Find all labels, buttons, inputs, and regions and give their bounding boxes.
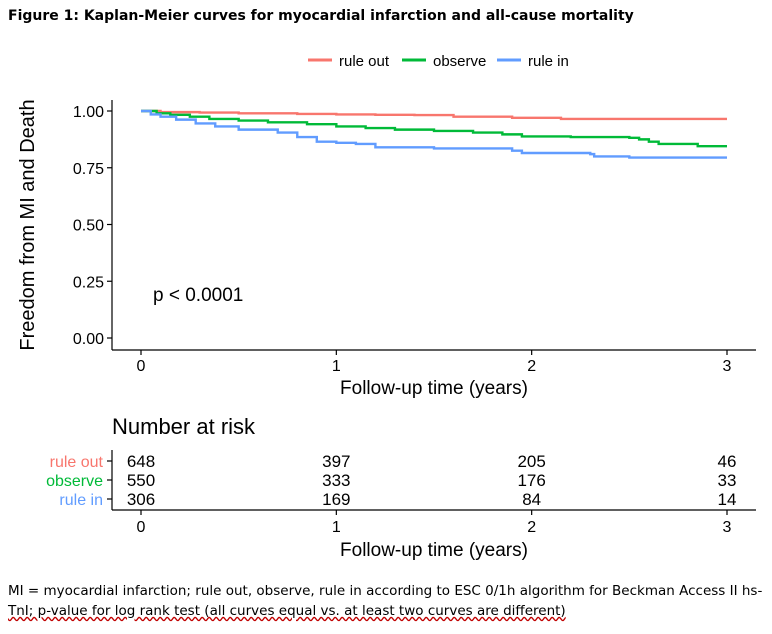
risk-x-tick-label: 3: [723, 519, 732, 536]
legend-label: rule out: [339, 53, 390, 70]
legend-label: rule in: [528, 53, 569, 70]
km-chart: rule out observe rule in Freedom from MI a…: [17, 53, 756, 561]
km-curve-rule-out: [141, 109, 727, 121]
risk-x-tick-label: 2: [527, 519, 536, 536]
y-axis-label: Freedom from MI and Death: [17, 99, 39, 350]
risk-table-title: Number at risk: [112, 414, 256, 439]
risk-count: 333: [322, 471, 350, 490]
figure-title: Figure 1: Kaplan-Meier curves for myocar…: [8, 8, 634, 24]
x-tick-label: 2: [527, 358, 536, 375]
y-tick-label: 0.00: [73, 331, 104, 348]
x-axis-ticks: 0 1 2 3: [137, 350, 732, 375]
risk-count: 397: [322, 452, 350, 471]
risk-count: 648: [127, 452, 155, 471]
risk-count: 205: [517, 452, 545, 471]
risk-x-axis-label: Follow-up time (years): [340, 540, 528, 561]
x-tick-label: 3: [723, 358, 732, 375]
legend-label: observe: [433, 53, 486, 70]
x-tick-label: 0: [137, 358, 146, 375]
y-tick-label: 0.25: [73, 274, 104, 291]
risk-row-label: observe: [46, 473, 103, 490]
risk-count: 84: [522, 490, 541, 509]
km-curves: [141, 109, 727, 159]
risk-count: 176: [517, 471, 545, 490]
y-tick-label: 1.00: [73, 104, 104, 121]
risk-row-label: rule in: [59, 492, 103, 509]
risk-count: 306: [127, 490, 155, 509]
risk-table: rule out 648 397 205 46 observe 550 333 176 33 rul…: [46, 452, 736, 509]
y-tick-label: 0.75: [73, 161, 104, 178]
risk-x-axis-ticks: 0 1 2 3: [137, 510, 732, 536]
legend: rule out observe rule in: [308, 53, 569, 70]
risk-x-tick-label: 0: [137, 519, 146, 536]
risk-x-tick-label: 1: [332, 519, 341, 536]
x-tick-label: 1: [332, 358, 341, 375]
y-tick-label: 0.50: [73, 218, 104, 235]
risk-count: 169: [322, 490, 350, 509]
figure-caption: MI = myocardial infarction; rule out, ob…: [8, 581, 763, 621]
caption-line-1: MI = myocardial infarction; rule out, ob…: [8, 583, 763, 599]
risk-count: 14: [718, 490, 737, 509]
km-curve-observe: [141, 109, 727, 148]
km-curve-rule-in: [141, 109, 727, 159]
y-axis-ticks: 0.00 0.25 0.50 0.75 1.00: [73, 104, 112, 348]
risk-row-label: rule out: [50, 454, 104, 471]
risk-count: 33: [718, 471, 737, 490]
x-axis-label: Follow-up time (years): [340, 378, 528, 399]
risk-count: 46: [718, 452, 737, 471]
risk-count: 550: [127, 471, 155, 490]
caption-line-2: TnI; p-value for log rank test (all curv…: [8, 603, 566, 619]
p-value-annotation: p < 0.0001: [153, 285, 243, 306]
